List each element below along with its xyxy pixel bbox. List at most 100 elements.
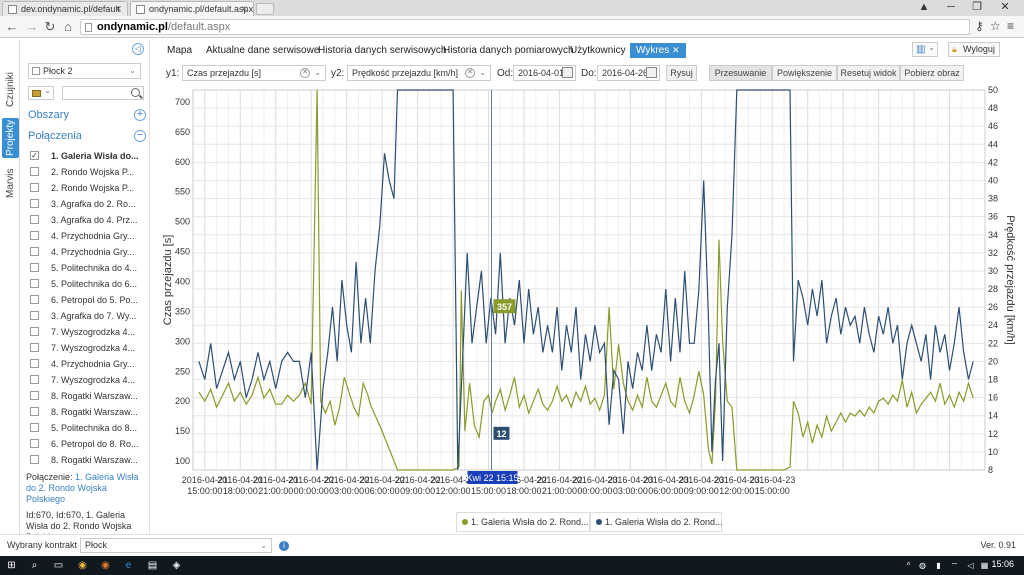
list-item[interactable]: 2. Rondo Wojska P... (28, 180, 140, 196)
checkbox[interactable] (30, 183, 39, 192)
minimize-icon[interactable]: ─ (947, 1, 955, 13)
search-icon[interactable] (131, 88, 140, 97)
tab-marvis[interactable]: Marvis (5, 168, 16, 198)
logout-button[interactable]: 🔒︎ Wyloguj (948, 42, 1000, 57)
checkbox[interactable] (30, 343, 39, 352)
close-icon[interactable]: ✕ (240, 4, 248, 14)
new-tab-button[interactable] (256, 3, 274, 15)
list-item[interactable]: 8. Rogatki Warszaw... (28, 452, 140, 466)
menu-item-uzytkownicy[interactable]: Użytkownicy (570, 45, 626, 56)
plus-icon[interactable]: + (134, 109, 146, 121)
checkbox[interactable] (30, 167, 39, 176)
y2-select[interactable]: Prędkość przejazdu [km/h] ✕ ⌄ (347, 65, 491, 81)
volume-icon[interactable]: ◁ (967, 561, 974, 570)
checkbox[interactable] (30, 247, 39, 256)
battery-icon[interactable]: ▮ (936, 561, 941, 570)
browser-tab-dev[interactable]: dev.ondynamic.pl/default ✕ (2, 1, 128, 16)
menu-item-aktualne[interactable]: Aktualne dane serwisowe (206, 45, 320, 56)
task-view-icon[interactable]: ▭ (53, 560, 64, 571)
pan-button[interactable]: Przesuwanie (709, 65, 772, 81)
key-icon[interactable]: ⚷ (975, 19, 984, 33)
menu-item-historia-serwisowych[interactable]: Historia danych serwisowych (318, 45, 447, 56)
list-item[interactable]: 3. Agrafka do 7. Wy... (28, 308, 140, 324)
sidebar-search-input[interactable] (62, 86, 144, 100)
list-item[interactable]: 4. Przychodnia Gry... (28, 244, 140, 260)
back-icon[interactable]: ← (5, 19, 19, 34)
list-item[interactable]: 5. Politechnika do 6... (28, 276, 140, 292)
menu-item-mapa[interactable]: Mapa (167, 45, 193, 56)
section-connections[interactable]: Połączenia − (28, 127, 146, 145)
checkbox[interactable] (30, 199, 39, 208)
list-item[interactable]: 6. Petropol do 8. Ro... (28, 436, 140, 452)
project-select[interactable]: Płock 2 ⌄ (28, 63, 141, 79)
checkbox[interactable]: ✓ (30, 151, 39, 160)
list-item[interactable]: 4. Przychodnia Gry... (28, 356, 140, 372)
network-icon[interactable]: ⌔ (950, 561, 959, 570)
clear-icon[interactable]: ✕ (465, 68, 475, 78)
filter-select[interactable]: ⌄ (28, 86, 54, 100)
checkbox[interactable] (30, 439, 39, 448)
reload-icon[interactable]: ↻ (44, 19, 56, 34)
forward-icon[interactable]: → (25, 19, 39, 34)
from-date-input[interactable]: 2016-04-01 (513, 65, 576, 81)
chart[interactable]: 100 150 200 250 300 350 400 450 500 550 600 650 700 8… (155, 84, 1019, 504)
checkbox[interactable] (30, 231, 39, 240)
checkbox[interactable] (30, 455, 39, 464)
calendar-icon[interactable] (646, 67, 657, 78)
list-item[interactable]: 7. Wyszogrodzka 4... (28, 340, 140, 356)
tab-czujniki[interactable]: Czujniki (5, 71, 16, 107)
user-menu-button[interactable]: ▥ ⌄ (912, 42, 938, 57)
checkbox[interactable] (30, 215, 39, 224)
maximize-icon[interactable]: ❐ (972, 1, 982, 13)
contract-select[interactable]: Płock ⌄ (80, 538, 272, 553)
list-item[interactable]: 6. Petropol do 5. Po... (28, 292, 140, 308)
section-areas[interactable]: Obszary + (28, 106, 146, 124)
tray-arrow-icon[interactable]: ^ (906, 561, 911, 570)
draw-button[interactable]: Rysuj (666, 65, 697, 81)
url-input[interactable]: ondynamic.pl/default.aspx (80, 19, 970, 35)
list-item[interactable]: 5. Politechnika do 8... (28, 420, 140, 436)
checkbox[interactable] (30, 327, 39, 336)
checkbox[interactable] (30, 423, 39, 432)
checkbox[interactable] (30, 375, 39, 384)
list-item[interactable]: 8. Rogatki Warszaw... (28, 404, 140, 420)
selection-link[interactable]: 1. Galeria Wisła do 2. Rondo Wojska Pols… (26, 472, 139, 504)
list-item[interactable]: 3. Agrafka do 2. Ro... (28, 196, 140, 212)
browser-tab-active[interactable]: ondynamic.pl/default.aspx ✕ (130, 1, 254, 16)
menu-item-wykres[interactable]: Wykres ✕ (630, 43, 686, 58)
to-date-input[interactable]: 2016-04-26 (597, 65, 660, 81)
keyboard-icon[interactable]: ▦ (980, 561, 989, 570)
list-item[interactable]: 7. Wyszogrodzka 4... (28, 324, 140, 340)
list-item[interactable]: 7. Wyszogrodzka 4... (28, 372, 140, 388)
chrome-icon[interactable]: ◉ (78, 560, 87, 571)
tray-icon[interactable]: ◍ (919, 561, 926, 570)
checkbox[interactable] (30, 311, 39, 320)
minus-icon[interactable]: − (134, 130, 146, 142)
download-image-button[interactable]: Pobierz obraz (900, 65, 964, 81)
checkbox[interactable] (30, 279, 39, 288)
tab-projekty[interactable]: Projekty (2, 118, 19, 158)
list-item[interactable]: ✓ 1. Galeria Wisła do... (28, 148, 140, 164)
list-item[interactable]: 3. Agrafka do 4. Prz... (28, 212, 140, 228)
checkbox[interactable] (30, 391, 39, 400)
info-icon[interactable]: i (279, 541, 289, 551)
search-icon[interactable]: ⌕ (31, 560, 38, 571)
edge-icon[interactable]: e (125, 560, 132, 571)
list-item[interactable]: 4. Przychodnia Gry... (28, 228, 140, 244)
checkbox[interactable] (30, 359, 39, 368)
legend-item-series-2[interactable]: 1. Galeria Wisła do 2. Rond... (590, 512, 723, 532)
zoom-button[interactable]: Powiększenie (772, 65, 837, 81)
collapse-sidebar-icon[interactable]: ◁ (132, 43, 144, 55)
reset-view-button[interactable]: Resetuj widok (837, 65, 900, 81)
user-profile-icon[interactable]: ▲ (918, 1, 930, 13)
menu-icon[interactable]: ≡ (1007, 19, 1015, 33)
close-icon[interactable]: ✕ (672, 45, 680, 55)
home-icon[interactable]: ⌂ (64, 19, 72, 34)
list-item[interactable]: 8. Rogatki Warszaw... (28, 388, 140, 404)
close-icon[interactable]: ✕ (114, 4, 122, 14)
app-icon[interactable]: ◈ (172, 560, 181, 571)
checkbox[interactable] (30, 295, 39, 304)
menu-item-historia-pomiarowych[interactable]: Historia danych pomiarowych (443, 45, 574, 56)
firefox-icon[interactable]: ◉ (101, 560, 110, 571)
list-item[interactable]: 5. Politechnika do 4... (28, 260, 140, 276)
